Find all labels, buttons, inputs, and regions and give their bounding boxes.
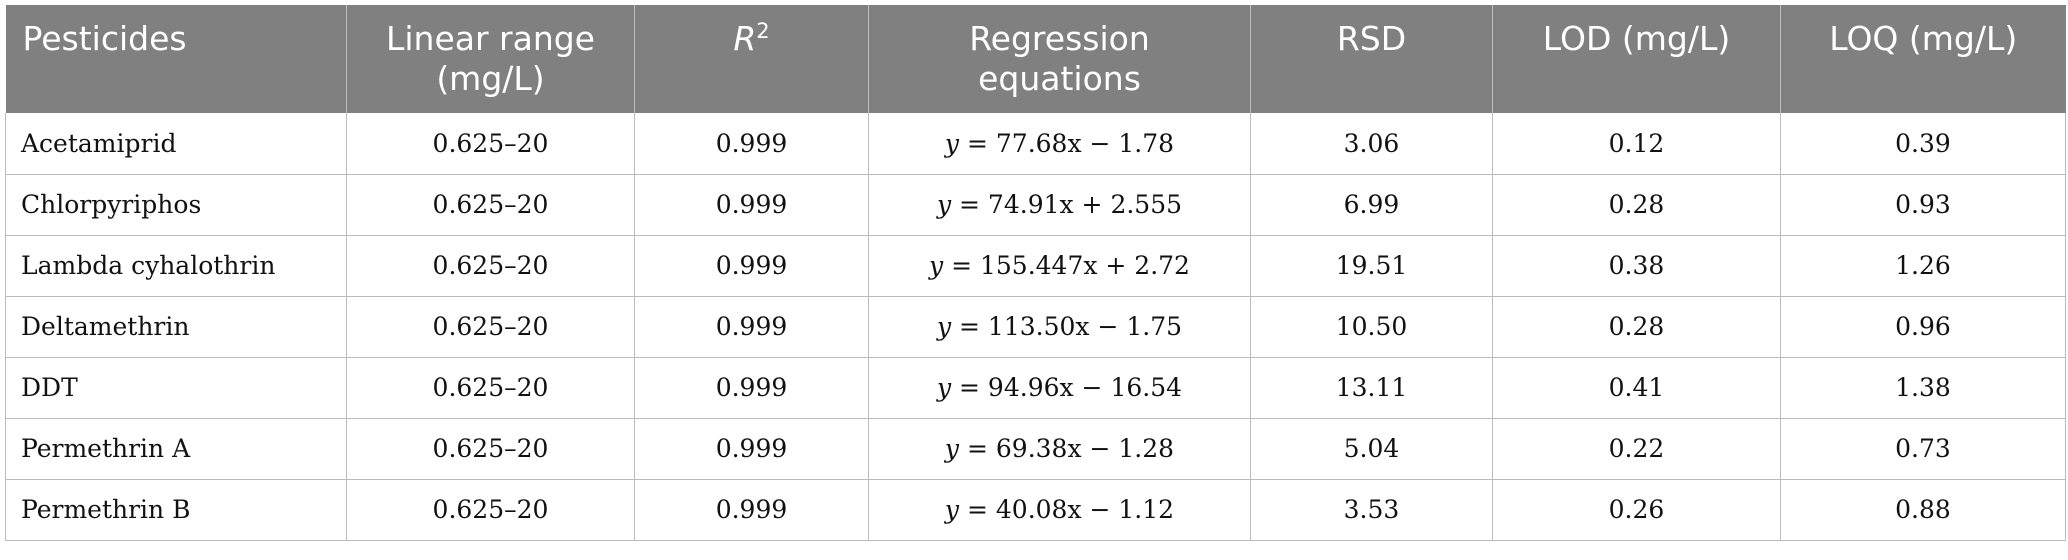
header-rsd-label: RSD	[1336, 19, 1407, 58]
cell-loq: 0.93	[1780, 174, 2066, 235]
header-regression-line1: Regression	[969, 19, 1150, 58]
cell-regression-equation: y = 155.447x + 2.72	[868, 235, 1251, 296]
cell-r2: 0.999	[634, 174, 869, 235]
cell-r2: 0.999	[634, 296, 869, 357]
table-row: Chlorpyriphos 0.625–20 0.999 y = 74.91x + 2…	[5, 174, 2066, 235]
equation-variable: y	[936, 312, 952, 341]
cell-pesticide: Lambda cyhalothrin	[5, 235, 347, 296]
header-lod-label: LOD (mg/L)	[1542, 19, 1731, 58]
header-r2: R2	[634, 5, 869, 113]
equation-variable: y	[936, 373, 952, 402]
cell-linear-range: 0.625–20	[346, 418, 635, 479]
cell-loq: 1.38	[1780, 357, 2066, 418]
table-row: Acetamiprid 0.625–20 0.999 y = 77.68x − 1.7…	[5, 113, 2066, 174]
equation-variable: y	[929, 251, 944, 280]
cell-regression-equation: y = 77.68x − 1.78	[868, 113, 1251, 174]
header-loq: LOQ (mg/L)	[1780, 5, 2066, 113]
cell-pesticide: Permethrin A	[5, 418, 347, 479]
header-linear-range-line1: Linear range	[385, 19, 595, 58]
cell-pesticide: Permethrin B	[5, 479, 347, 540]
equation-variable: y	[944, 434, 960, 463]
header-linear-range-line2: (mg/L)	[436, 59, 545, 98]
header-rsd: RSD	[1250, 5, 1493, 113]
table-row: Lambda cyhalothrin 0.625–20 0.999 y = 155.4…	[5, 235, 2066, 296]
pesticide-table-container: Pesticides Linear range (mg/L) R2 Regress…	[5, 5, 2066, 541]
header-pesticides: Pesticides	[6, 5, 347, 113]
cell-lod: 0.22	[1492, 418, 1781, 479]
cell-rsd: 6.99	[1250, 174, 1493, 235]
cell-lod: 0.26	[1492, 479, 1781, 540]
equation-expression: = 77.68x − 1.78	[959, 128, 1175, 158]
cell-r2: 0.999	[634, 357, 869, 418]
cell-lod: 0.12	[1492, 113, 1781, 174]
cell-pesticide: Chlorpyriphos	[5, 174, 347, 235]
cell-lod: 0.41	[1492, 357, 1781, 418]
cell-rsd: 19.51	[1250, 235, 1493, 296]
header-lod: LOD (mg/L)	[1492, 5, 1781, 113]
cell-regression-equation: y = 113.50x − 1.75	[868, 296, 1251, 357]
equation-expression: = 113.50x − 1.75	[951, 312, 1183, 341]
header-row: Pesticides Linear range (mg/L) R2 Regress…	[5, 5, 2066, 113]
equation-expression: = 74.91x + 2.555	[951, 190, 1183, 219]
cell-regression-equation: y = 74.91x + 2.555	[868, 174, 1251, 235]
cell-loq: 1.26	[1780, 235, 2066, 296]
cell-linear-range: 0.625–20	[346, 357, 635, 418]
table-row: Permethrin A 0.625–20 0.999 y = 69.38x − 1.…	[5, 418, 2066, 479]
cell-rsd: 5.04	[1250, 418, 1493, 479]
equation-variable: y	[944, 128, 960, 158]
cell-linear-range: 0.625–20	[346, 174, 635, 235]
cell-loq: 0.73	[1780, 418, 2066, 479]
cell-pesticide: Acetamiprid	[5, 113, 347, 174]
table-body: Acetamiprid 0.625–20 0.999 y = 77.68x − 1.7…	[5, 113, 2066, 540]
cell-rsd: 10.50	[1250, 296, 1493, 357]
equation-expression: = 94.96x − 16.54	[951, 373, 1183, 402]
cell-pesticide: DDT	[5, 357, 347, 418]
cell-pesticide: Deltamethrin	[5, 296, 347, 357]
cell-loq: 0.39	[1780, 113, 2066, 174]
table-row: Deltamethrin 0.625–20 0.999 y = 113.50x − 1…	[5, 296, 2066, 357]
cell-linear-range: 0.625–20	[346, 479, 635, 540]
cell-lod: 0.28	[1492, 174, 1781, 235]
cell-rsd: 13.11	[1250, 357, 1493, 418]
header-r2-base: R	[733, 19, 757, 58]
equation-expression: = 40.08x − 1.12	[959, 495, 1175, 524]
header-pesticides-label: Pesticides	[22, 19, 187, 58]
table-row: DDT 0.625–20 0.999 y = 94.96x − 16.54 13.11 0…	[5, 357, 2066, 418]
cell-loq: 0.96	[1780, 296, 2066, 357]
cell-lod: 0.28	[1492, 296, 1781, 357]
header-loq-label: LOQ (mg/L)	[1829, 19, 2018, 58]
cell-regression-equation: y = 94.96x − 16.54	[868, 357, 1251, 418]
cell-r2: 0.999	[634, 418, 869, 479]
equation-expression: = 69.38x − 1.28	[959, 434, 1175, 463]
header-regression: Regression equations	[868, 5, 1251, 113]
pesticide-table: Pesticides Linear range (mg/L) R2 Regress…	[5, 5, 2066, 541]
equation-variable: y	[936, 190, 952, 219]
cell-regression-equation: y = 69.38x − 1.28	[868, 418, 1251, 479]
cell-loq: 0.88	[1780, 479, 2066, 540]
table-header: Pesticides Linear range (mg/L) R2 Regress…	[5, 5, 2066, 113]
header-r2-sup: 2	[756, 19, 770, 43]
cell-r2: 0.999	[634, 479, 869, 540]
cell-r2: 0.999	[634, 113, 869, 174]
equation-variable: y	[944, 495, 960, 524]
header-linear-range: Linear range (mg/L)	[346, 5, 635, 113]
equation-expression: = 155.447x + 2.72	[943, 251, 1190, 280]
table-row: Permethrin B 0.625–20 0.999 y = 40.08x − 1.…	[5, 479, 2066, 540]
cell-regression-equation: y = 40.08x − 1.12	[868, 479, 1251, 540]
cell-linear-range: 0.625–20	[346, 235, 635, 296]
cell-r2: 0.999	[634, 235, 869, 296]
cell-lod: 0.38	[1492, 235, 1781, 296]
header-regression-line2: equations	[978, 59, 1141, 98]
cell-linear-range: 0.625–20	[346, 296, 635, 357]
cell-rsd: 3.53	[1250, 479, 1493, 540]
cell-linear-range: 0.625–20	[346, 113, 635, 174]
cell-rsd: 3.06	[1250, 113, 1493, 174]
